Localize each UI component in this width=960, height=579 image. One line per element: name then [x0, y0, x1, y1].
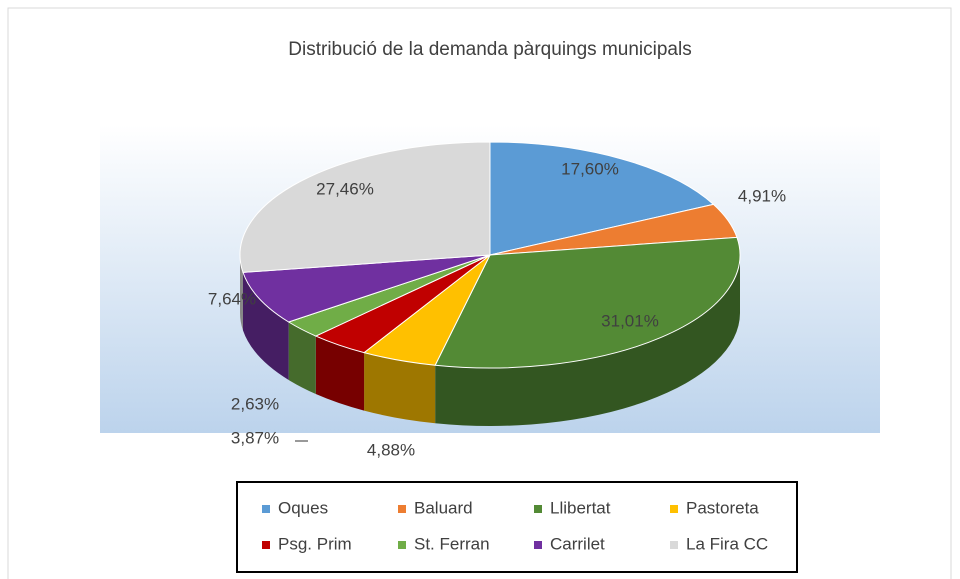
pie-side [288, 321, 316, 395]
pie-slice [242, 254, 491, 323]
legend-swatch [670, 541, 678, 549]
legend-swatch [398, 505, 406, 513]
data-label: 4,88% [367, 440, 415, 459]
data-label: 27,46% [316, 179, 374, 198]
legend-label: Carrilet [550, 534, 605, 553]
legend-swatch [398, 541, 406, 549]
pie-slice [239, 141, 491, 273]
data-label: 3,87% [231, 428, 279, 447]
chart-title: Distribució de la demanda pàrquings muni… [288, 39, 691, 60]
legend-swatch [670, 505, 678, 513]
legend-label: Pastoreta [686, 498, 759, 517]
pie-side [315, 336, 365, 411]
legend-label: Oques [278, 498, 328, 517]
data-label: 4,91% [738, 186, 786, 205]
legend-swatch [534, 505, 542, 513]
legend-label: St. Ferran [414, 534, 490, 553]
legend-swatch [262, 505, 270, 513]
legend-label: La Fira CC [686, 534, 768, 553]
data-label: 31,01% [601, 311, 659, 330]
pie-side [435, 255, 740, 426]
legend-label: Llibertat [550, 498, 611, 517]
data-label: 2,63% [231, 394, 279, 413]
legend-box [236, 481, 798, 573]
pie-side [364, 352, 436, 424]
legend-swatch [262, 541, 270, 549]
pie-side [242, 272, 289, 380]
pie-slice [489, 141, 715, 256]
data-label: 7,64% [208, 289, 256, 308]
pie-slice [434, 236, 741, 369]
legend-label: Psg. Prim [278, 534, 352, 553]
pie-side [240, 255, 243, 331]
legend-label: Baluard [414, 498, 473, 517]
legend-swatch [534, 541, 542, 549]
data-label: 17,60% [561, 159, 619, 178]
